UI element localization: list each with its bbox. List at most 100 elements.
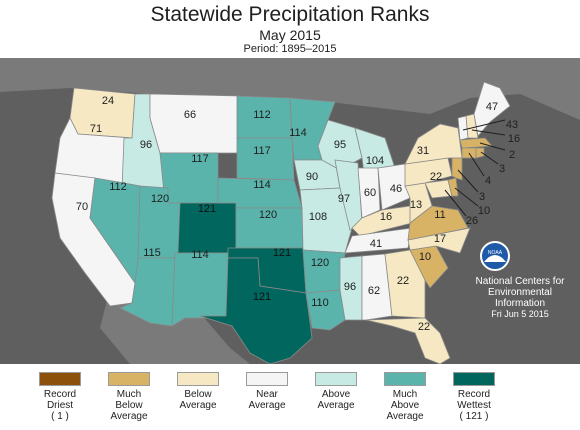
legend-label: Near (256, 389, 278, 400)
legend-item-near: Near Average (227, 372, 307, 411)
rank-label-il: 97 (338, 193, 350, 205)
rank-label-la: 110 (311, 297, 329, 309)
legend-label: Average (110, 411, 148, 422)
legend-swatch (453, 372, 495, 386)
legend-item-much-below: Much Below Average (89, 372, 169, 422)
rank-label-wa: 24 (102, 95, 114, 107)
leader-line-ma (479, 142, 506, 151)
rank-label-nc: 17 (434, 233, 446, 245)
rank-label-co: 121 (198, 203, 216, 215)
rank-label-wv: 13 (410, 199, 422, 211)
map-title: Statewide Precipitation Ranks (150, 3, 430, 26)
rank-label-nh: 16 (508, 133, 520, 145)
rank-label-sd: 117 (253, 145, 271, 157)
state-ga[interactable] (384, 249, 426, 319)
map-header: Statewide Precipitation Ranks May 2015 P… (0, 0, 580, 58)
legend-label: Record (43, 389, 77, 400)
map-month: May 2015 (259, 27, 321, 43)
noaa-logo-text: NOAA (488, 250, 503, 256)
leader-line-vt (462, 119, 506, 131)
rank-label-nv: 112 (109, 181, 127, 193)
state-ny[interactable] (404, 123, 463, 165)
legend-label: Driest (46, 400, 74, 411)
state-ms[interactable] (339, 255, 363, 321)
legend-label: Above (321, 389, 351, 400)
rank-label-tn: 41 (370, 238, 382, 250)
rank-label-md: 26 (466, 215, 478, 227)
rank-label-nm: 114 (191, 249, 209, 261)
rank-label-de: 10 (478, 205, 490, 217)
rank-label-ia: 90 (306, 171, 318, 183)
org-line-4: Fri Jun 5 2015 (491, 309, 549, 319)
rank-label-ny: 31 (417, 145, 429, 157)
rank-label-al: 62 (368, 285, 380, 297)
legend-item-much-above: Much Above Average (365, 372, 445, 422)
rank-label-mo: 108 (309, 211, 327, 223)
rank-label-ks: 120 (259, 209, 277, 221)
rank-label-ga: 22 (397, 275, 409, 287)
rank-label-az: 115 (143, 247, 161, 259)
legend-label: Below (115, 400, 143, 411)
org-line-3: Information (495, 298, 545, 309)
state-mt[interactable] (149, 93, 241, 154)
rank-label-wi: 95 (334, 139, 346, 151)
us-precipitation-map: 24 71 70 96 112 66 117 120 115 121 114 112 117 114 120… (0, 58, 580, 365)
legend-label: Average (386, 411, 424, 422)
legend-label: Much (392, 389, 418, 400)
canada-landmass (0, 58, 580, 120)
leader-line-md (444, 189, 467, 217)
rank-label-fl: 22 (418, 321, 430, 333)
rank-label-va: 11 (434, 209, 445, 221)
legend-item-above: Above Average (296, 372, 376, 411)
rank-label-ms: 96 (344, 281, 356, 293)
rank-label-ut: 120 (151, 193, 169, 205)
legend-label: Above (390, 400, 420, 411)
state-me[interactable] (473, 81, 511, 137)
state-la[interactable] (305, 289, 346, 331)
legend-item-below: Below Average (158, 372, 238, 411)
rank-label-ct: 4 (485, 175, 491, 187)
leader-line-ri (480, 151, 499, 165)
legend-item-record-driest: Record Driest( 1 ) (20, 372, 100, 422)
state-ri[interactable] (475, 147, 485, 159)
rank-label-mn: 114 (289, 127, 307, 139)
state-al[interactable] (361, 253, 393, 321)
rank-label-ca: 70 (76, 201, 88, 213)
rank-label-tx: 121 (253, 291, 271, 303)
rank-label-ri: 3 (499, 163, 505, 175)
rank-label-in: 60 (364, 187, 376, 199)
rank-label-sc: 10 (419, 251, 431, 263)
legend-label: Wettest (457, 400, 491, 411)
state-tx[interactable] (199, 257, 313, 365)
org-line-1: National Centers for (476, 276, 566, 287)
rank-label-id: 96 (140, 139, 152, 151)
rank-labels: 2471709611266117120115121114112117114120… (76, 95, 520, 333)
rank-label-pa: 22 (430, 171, 442, 183)
map-period: Period: 1895–2015 (243, 43, 337, 55)
legend-swatch (384, 372, 426, 386)
legend-swatch (108, 372, 150, 386)
legend-swatch (246, 372, 288, 386)
leader-line-nj (457, 169, 479, 193)
noaa-logo-group: NOAA National Centers for Environmental … (476, 241, 566, 319)
state-de[interactable] (447, 177, 459, 197)
rank-label-me: 47 (486, 101, 498, 113)
legend-label: Average (179, 400, 217, 411)
noaa-bird-icon (484, 255, 506, 262)
legend-swatch (39, 372, 81, 386)
state-nj[interactable] (451, 157, 463, 181)
legend-label: Record (457, 389, 491, 400)
legend-swatch (315, 372, 357, 386)
state-nm[interactable] (171, 252, 229, 327)
leader-line-de (454, 187, 479, 207)
rank-label-ne: 114 (253, 179, 271, 191)
leader-line-nh (471, 129, 506, 136)
legend: Record Driest( 1 ) Much Below Average Below Av… (0, 364, 580, 430)
rank-label-nd: 112 (253, 109, 271, 121)
rank-label-oh: 46 (390, 183, 402, 195)
rank-label-or: 71 (90, 123, 102, 135)
state-in[interactable] (357, 167, 381, 219)
legend-swatch (177, 372, 219, 386)
legend-label: Average (248, 400, 286, 411)
rank-label-nj: 3 (479, 191, 485, 203)
